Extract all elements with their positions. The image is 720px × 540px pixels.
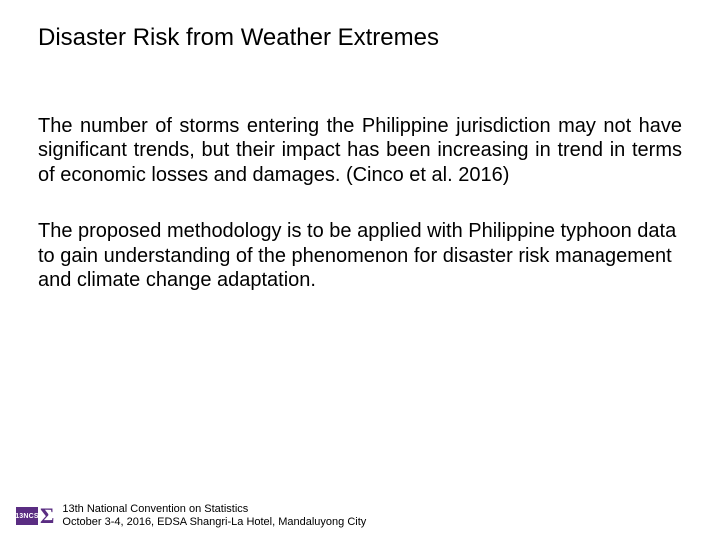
footer-text: 13th National Convention on Statistics O… — [62, 503, 366, 531]
sigma-icon: Σ — [40, 505, 54, 527]
slide-title: Disaster Risk from Weather Extremes — [38, 24, 682, 52]
logo-badge: 13NCS — [16, 507, 38, 525]
footer: 13NCS Σ 13th National Convention on Stat… — [16, 503, 366, 531]
footer-line-1: 13th National Convention on Statistics — [62, 503, 366, 517]
footer-line-2: October 3-4, 2016, EDSA Shangri-La Hotel… — [62, 516, 366, 530]
footer-logo: 13NCS Σ — [16, 505, 54, 527]
paragraph-1: The number of storms entering the Philip… — [38, 114, 682, 187]
slide-container: Disaster Risk from Weather Extremes The … — [0, 0, 720, 540]
paragraph-2: The proposed methodology is to be applie… — [38, 219, 682, 292]
